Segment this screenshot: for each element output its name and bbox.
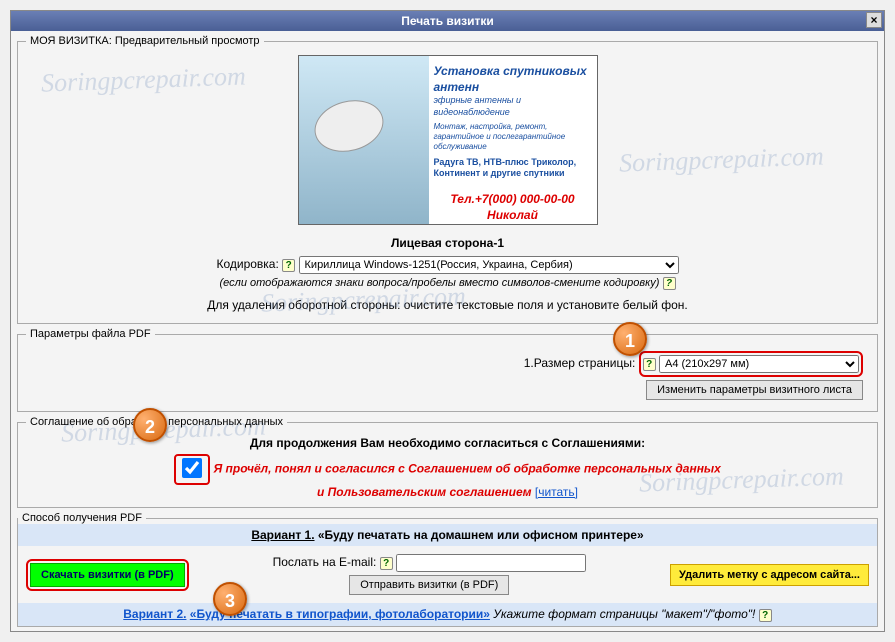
preview-legend: МОЯ ВИЗИТКА: Предварительный просмотр — [26, 35, 264, 47]
read-link[interactable]: [читать] — [535, 485, 578, 499]
help-icon[interactable]: ? — [282, 259, 295, 272]
agree-link-1: Соглашением об обработке персональных да… — [408, 462, 721, 476]
email-input[interactable] — [396, 554, 586, 572]
variant2-bar: Вариант 2. «Буду печатать в типографии, … — [18, 603, 877, 626]
email-label: Послать на E-mail: — [273, 555, 377, 569]
agree-prefix-1: Я прочёл, понял и согласился с — [213, 462, 408, 476]
close-icon[interactable]: × — [866, 12, 882, 28]
variant1-text: «Буду печатать на домашнем или офисном п… — [318, 528, 644, 542]
side-label: Лицевая сторона-1 — [26, 236, 869, 250]
send-email-button[interactable]: Отправить визитки (в PDF) — [349, 575, 509, 595]
business-card-preview: Установка спутниковых антенн эфирные ант… — [298, 55, 598, 225]
encoding-label: Кодировка: — [216, 257, 278, 271]
change-params-button[interactable]: Изменить параметры визитного листа — [646, 380, 863, 400]
page-size-select[interactable]: A4 (210x297 мм) — [659, 355, 859, 373]
card-title: Установка спутниковых антенн — [434, 64, 592, 95]
step-marker-1: 1 — [613, 322, 647, 356]
delivery-legend: Способ получения PDF — [18, 512, 146, 524]
card-phone: Тел.+7(000) 000-00-00 — [450, 192, 574, 206]
page-size-label: 1.Размер страницы: — [524, 356, 636, 370]
variant2-hint: Укажите формат страницы "макет"/"фото"! — [493, 607, 755, 621]
step-marker-2: 2 — [133, 408, 167, 442]
pdf-params-legend: Параметры файла PDF — [26, 328, 155, 340]
agreement-section: Соглашение об обработке персональных дан… — [17, 416, 878, 508]
help-icon[interactable]: ? — [759, 609, 772, 622]
card-services: Монтаж, настройка, ремонт, гарантийное и… — [434, 122, 592, 153]
agree-link-2: Пользовательским соглашением — [328, 485, 532, 499]
step-marker-3: 3 — [213, 582, 247, 616]
help-icon[interactable]: ? — [380, 557, 393, 570]
agree-prefix-2: и — [317, 485, 328, 499]
pdf-params-section: Параметры файла PDF 1.Размер страницы: ?… — [17, 328, 878, 412]
card-owner-name: Николай — [487, 208, 538, 222]
variant1-bar: Вариант 1. «Буду печатать на домашнем ил… — [18, 524, 877, 546]
delivery-section: Способ получения PDF Вариант 1. «Буду пе… — [17, 512, 878, 627]
help-icon[interactable]: ? — [643, 358, 656, 371]
preview-section: МОЯ ВИЗИТКА: Предварительный просмотр Ус… — [17, 35, 878, 324]
window-title: Печать визитки — [401, 14, 494, 28]
help-icon[interactable]: ? — [663, 277, 676, 290]
delete-backside-hint: Для удаления оборотной стороны: очистите… — [26, 298, 869, 312]
card-subtitle: эфирные антенны и видеонаблюдение — [434, 95, 592, 118]
encoding-select[interactable]: Кириллица Windows-1251(Россия, Украина, … — [299, 256, 679, 274]
download-pdf-button[interactable]: Скачать визитки (в PDF) — [30, 563, 185, 587]
encoding-hint: (если отображаются знаки вопроса/пробелы… — [219, 277, 659, 289]
remove-watermark-button[interactable]: Удалить метку с адресом сайта... — [670, 564, 869, 586]
card-channels: Радуга ТВ, НТВ-плюс Триколор, Континент … — [434, 157, 592, 180]
agreement-checkbox[interactable] — [182, 458, 202, 478]
variant2-label[interactable]: Вариант 2. — [123, 607, 186, 621]
variant1-label: Вариант 1. — [251, 528, 314, 542]
titlebar: Печать визитки × — [11, 11, 884, 31]
